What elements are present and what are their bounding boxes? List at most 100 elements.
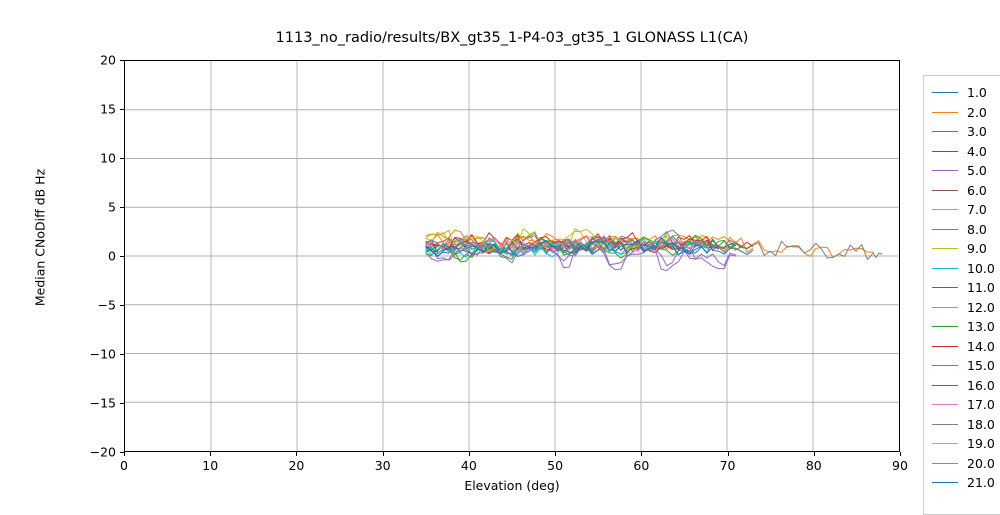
y-tick-label: −5: [97, 297, 116, 313]
legend-label: 4.0: [967, 143, 987, 159]
legend-entry[interactable]: 15.0: [924, 356, 1000, 376]
x-tick-label: 20: [288, 458, 305, 473]
x-tick-label: 50: [547, 458, 564, 473]
legend-color-swatch: [932, 92, 958, 94]
y-tick-mark: [120, 207, 124, 208]
y-tick-label: −10: [89, 346, 116, 362]
x-tick-label: 80: [805, 458, 822, 473]
x-tick-label: 90: [892, 458, 908, 473]
legend-color-swatch: [932, 150, 958, 152]
legend-label: 7.0: [967, 202, 987, 218]
legend-entry[interactable]: 4.0: [924, 142, 1000, 162]
legend-entry[interactable]: 18.0: [924, 415, 1000, 435]
data-series-group: [425, 228, 883, 272]
y-tick-mark: [120, 60, 124, 61]
legend-color-swatch: [932, 209, 958, 211]
legend-entry[interactable]: 19.0: [924, 434, 1000, 454]
grid-lines: [125, 61, 899, 451]
x-tick-mark: [813, 452, 815, 456]
legend-label: 9.0: [967, 241, 987, 257]
legend-entry[interactable]: 2.0: [924, 103, 1000, 123]
x-axis-label: Elevation (deg): [464, 478, 560, 493]
legend-color-swatch: [932, 111, 958, 113]
legend-color-swatch: [932, 365, 958, 367]
legend-color-swatch: [932, 170, 958, 172]
x-tick-mark: [468, 452, 470, 456]
legend-color-swatch: [932, 404, 958, 406]
y-tick-label: 0: [108, 248, 116, 264]
y-axis-label: Median CNoDiff dB Hz: [32, 168, 48, 307]
legend-label: 10.0: [967, 260, 995, 276]
legend-label: 16.0: [967, 377, 995, 393]
legend-label: 15.0: [967, 358, 995, 374]
legend-color-swatch: [932, 228, 958, 230]
legend-entry[interactable]: 13.0: [924, 317, 1000, 337]
legend-color-swatch: [932, 326, 958, 328]
legend[interactable]: 1.0 2.0 3.0 4.0 5.0 6.0 7.0 8.0 9.0 10.0…: [923, 75, 1000, 515]
legend-entry[interactable]: 7.0: [924, 200, 1000, 220]
legend-color-swatch: [932, 248, 958, 250]
legend-entry[interactable]: 20.0: [924, 454, 1000, 474]
x-tick-mark: [900, 452, 901, 456]
legend-color-swatch: [932, 267, 958, 269]
legend-entry[interactable]: 12.0: [924, 298, 1000, 318]
y-tick-label: 20: [100, 52, 116, 68]
x-tick-label: 40: [460, 458, 477, 473]
legend-color-swatch: [932, 131, 958, 133]
legend-entry[interactable]: 1.0: [924, 83, 1000, 103]
x-tick-label: 70: [719, 458, 736, 473]
legend-color-swatch: [932, 345, 958, 347]
legend-color-swatch: [932, 384, 958, 386]
legend-color-swatch: [932, 189, 958, 191]
y-tick-label: −15: [89, 395, 116, 411]
x-tick-mark: [296, 452, 298, 456]
legend-label: 17.0: [967, 397, 995, 413]
legend-color-swatch: [932, 443, 958, 445]
legend-entry[interactable]: 21.0: [924, 473, 1000, 493]
y-tick-label: −20: [89, 444, 116, 460]
legend-label: 1.0: [967, 85, 987, 101]
x-tick-mark: [210, 452, 212, 456]
y-tick-mark: [120, 452, 124, 453]
x-tick-mark: [124, 452, 125, 456]
legend-entry[interactable]: 5.0: [924, 161, 1000, 181]
y-tick-mark: [120, 109, 124, 110]
legend-entry[interactable]: 17.0: [924, 395, 1000, 415]
legend-color-swatch: [932, 306, 958, 308]
x-tick-mark: [382, 452, 384, 456]
legend-entry[interactable]: 14.0: [924, 337, 1000, 357]
legend-label: 21.0: [967, 475, 995, 491]
y-tick-mark: [120, 256, 124, 257]
y-tick-mark: [120, 403, 124, 404]
legend-entry[interactable]: 16.0: [924, 376, 1000, 396]
x-tick-mark: [641, 452, 643, 456]
legend-label: 12.0: [967, 299, 995, 315]
x-tick-mark: [727, 452, 729, 456]
x-tick-mark: [555, 452, 557, 456]
legend-label: 14.0: [967, 338, 995, 354]
legend-entry[interactable]: 8.0: [924, 220, 1000, 240]
legend-entry[interactable]: 3.0: [924, 122, 1000, 142]
x-tick-label: 0: [120, 458, 128, 473]
y-tick-mark: [120, 305, 124, 306]
legend-label: 11.0: [967, 280, 995, 296]
legend-label: 5.0: [967, 163, 987, 179]
legend-entry[interactable]: 11.0: [924, 278, 1000, 298]
y-tick-label: 15: [100, 101, 116, 117]
legend-label: 20.0: [967, 455, 995, 471]
x-tick-label: 60: [633, 458, 650, 473]
chart-figure: 1113_no_radio/results/BX_gt35_1-P4-03_gt…: [32, 30, 1000, 515]
legend-color-swatch: [932, 423, 958, 425]
plot-area: [124, 60, 900, 452]
legend-label: 2.0: [967, 104, 987, 120]
legend-label: 18.0: [967, 416, 995, 432]
x-tick-label: 30: [374, 458, 391, 473]
legend-label: 6.0: [967, 182, 987, 198]
y-tick-mark: [120, 158, 124, 159]
legend-color-swatch: [932, 287, 958, 289]
legend-entry[interactable]: 6.0: [924, 181, 1000, 201]
legend-label: 19.0: [967, 436, 995, 452]
legend-entry[interactable]: 10.0: [924, 259, 1000, 279]
legend-entry[interactable]: 9.0: [924, 239, 1000, 259]
legend-label: 13.0: [967, 319, 995, 335]
